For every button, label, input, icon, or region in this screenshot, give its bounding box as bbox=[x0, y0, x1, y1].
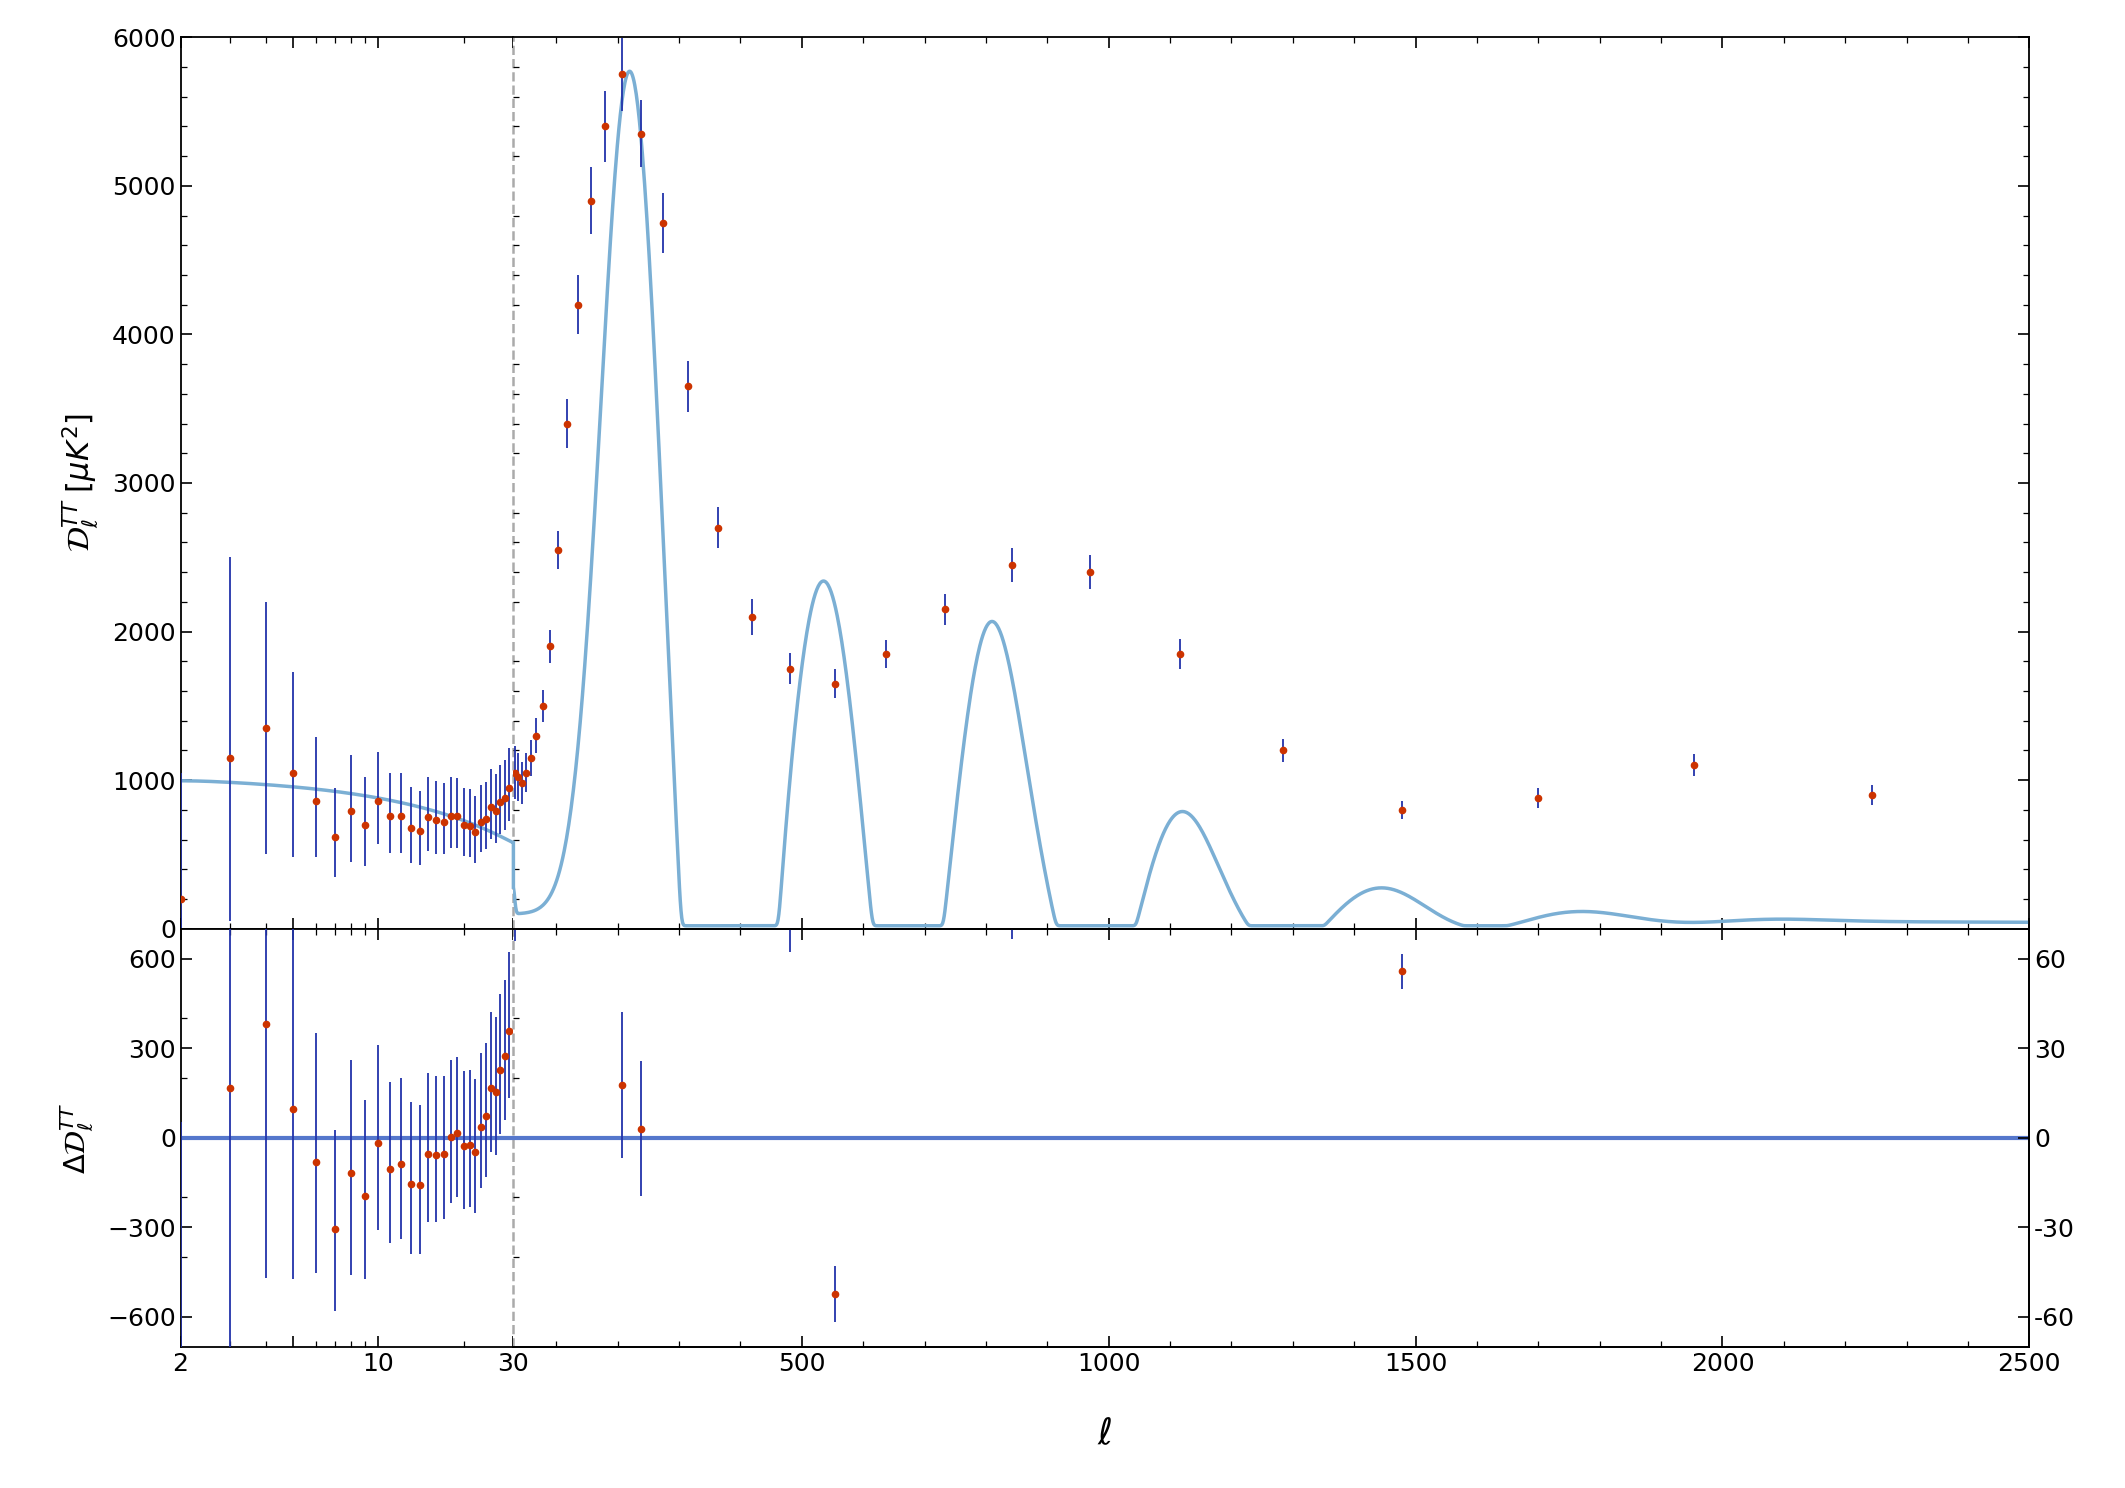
Y-axis label: $\mathcal{D}_\ell^{TT}\;[\mu K^2]$: $\mathcal{D}_\ell^{TT}\;[\mu K^2]$ bbox=[62, 414, 102, 552]
Text: $\ell$: $\ell$ bbox=[1096, 1417, 1114, 1451]
Y-axis label: $\Delta\mathcal{D}_\ell^{TT}$: $\Delta\mathcal{D}_\ell^{TT}$ bbox=[60, 1101, 96, 1174]
